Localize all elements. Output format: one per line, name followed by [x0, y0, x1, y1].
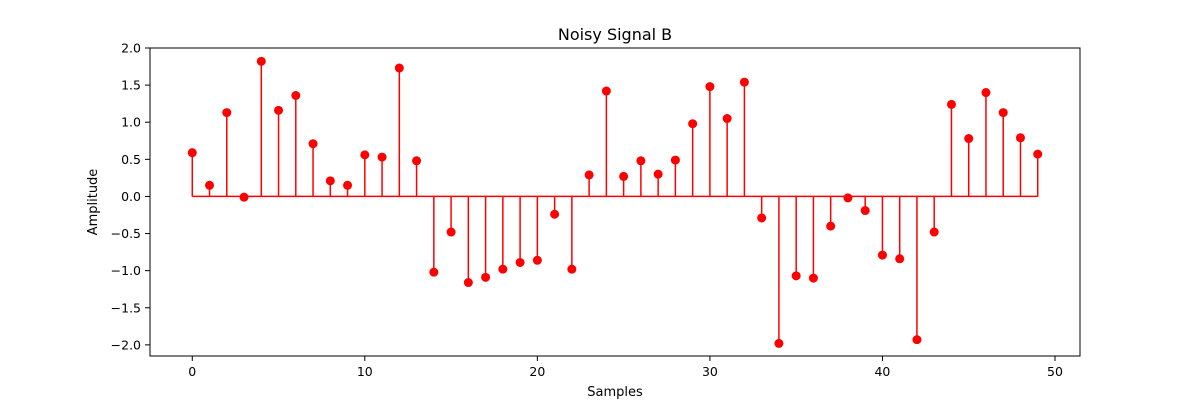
- y-tick-label: 0.5: [121, 152, 141, 167]
- stem-marker: [791, 271, 801, 281]
- stem-marker: [636, 156, 646, 166]
- x-tick-label: 20: [529, 364, 545, 379]
- stem-marker: [912, 335, 922, 345]
- y-tick-label: −1.5: [111, 300, 141, 315]
- plot-marks: [187, 56, 1043, 348]
- stem-marker: [532, 255, 542, 265]
- stem-marker: [567, 264, 577, 274]
- stem-marker: [481, 272, 491, 282]
- stem-marker: [1033, 149, 1043, 159]
- stem-marker: [981, 88, 991, 98]
- stem-marker: [446, 227, 456, 237]
- x-tick-label: 10: [357, 364, 373, 379]
- x-axis-label: Samples: [587, 385, 643, 400]
- y-tick-label: 1.5: [121, 78, 141, 93]
- stem-marker: [308, 139, 318, 149]
- stem-marker: [998, 108, 1008, 118]
- stem-marker: [325, 176, 335, 186]
- stem-marker: [584, 170, 594, 180]
- stem-marker: [360, 150, 370, 160]
- stem-marker: [394, 63, 404, 73]
- stem-marker: [498, 264, 508, 274]
- stem-marker: [877, 250, 887, 260]
- stem-marker: [688, 119, 698, 129]
- y-tick-label: 2.0: [121, 41, 141, 56]
- y-axis-label: Amplitude: [86, 169, 101, 236]
- chart-title: Noisy Signal B: [558, 25, 672, 44]
- stem-marker: [550, 209, 560, 219]
- stem-marker: [515, 257, 525, 267]
- stem-marker: [964, 134, 974, 144]
- x-axis-ticks: 0 10 20 30 40 50: [188, 356, 1063, 379]
- stem-marker: [670, 155, 680, 165]
- stem-marker: [463, 278, 473, 288]
- x-tick-label: 40: [874, 364, 890, 379]
- stem-marker: [929, 227, 939, 237]
- stem-marker: [222, 108, 232, 118]
- stem-marker: [1015, 133, 1025, 143]
- x-tick-label: 0: [188, 364, 196, 379]
- stem-marker: [429, 267, 439, 277]
- stem-marker: [757, 213, 767, 223]
- stem-marker: [860, 206, 870, 216]
- x-tick-label: 50: [1047, 364, 1063, 379]
- stem-marker: [722, 114, 732, 124]
- stem-marker: [205, 180, 215, 190]
- y-axis-ticks: −2.0 −1.5 −1.0 −0.5 0.0 0.5 1.0 1.5 2.0: [111, 41, 150, 352]
- y-tick-label: 1.0: [121, 115, 141, 130]
- stem-marker: [343, 180, 353, 190]
- plot-frame: [149, 47, 1081, 357]
- stem-marker: [187, 148, 197, 158]
- stem-marker: [946, 99, 956, 109]
- stem-marker: [256, 56, 266, 66]
- stem-marker: [843, 193, 853, 203]
- stem-marker: [653, 169, 663, 179]
- stem-marker: [739, 77, 749, 87]
- stem-marker: [705, 82, 715, 92]
- x-tick-label: 30: [702, 364, 718, 379]
- stem-marker: [291, 90, 301, 100]
- y-tick-label: 0.0: [121, 189, 141, 204]
- y-tick-label: −2.0: [111, 337, 141, 352]
- stem-marker: [826, 221, 836, 231]
- stem-marker: [808, 273, 818, 283]
- y-tick-label: −0.5: [111, 226, 141, 241]
- stem-marker: [274, 105, 284, 115]
- stem-marker: [895, 254, 905, 264]
- stem-marker: [412, 156, 422, 166]
- stem-marker: [774, 338, 784, 348]
- stem-marker: [377, 152, 387, 162]
- stem-marker: [619, 171, 629, 181]
- y-tick-label: −1.0: [111, 263, 141, 278]
- stem-marker: [239, 192, 249, 202]
- stem-marker: [601, 86, 611, 96]
